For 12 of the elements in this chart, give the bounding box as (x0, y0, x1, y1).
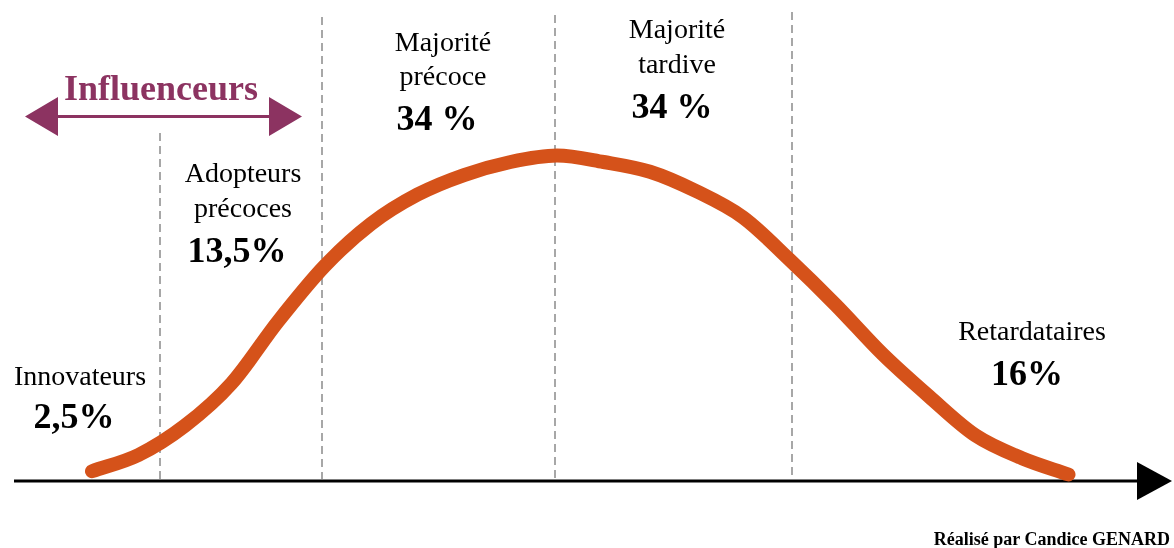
text: 34 % (631, 86, 713, 126)
text: Majorité tardive (628, 13, 726, 79)
annotation: Adopteurs précoces (184, 157, 302, 223)
annotation: 13,5% (187, 230, 287, 270)
annotation: Retardataires (958, 315, 1106, 346)
text: 34 % (396, 98, 478, 138)
annotation: 16% (991, 353, 1063, 393)
text: Influenceurs (63, 68, 259, 108)
annotation: Innovateurs (13, 360, 147, 391)
text: Majorité précoce (394, 26, 492, 91)
text: Réalisé par Candice GENARD (933, 529, 1170, 548)
annotation: 2,5% (33, 396, 115, 436)
